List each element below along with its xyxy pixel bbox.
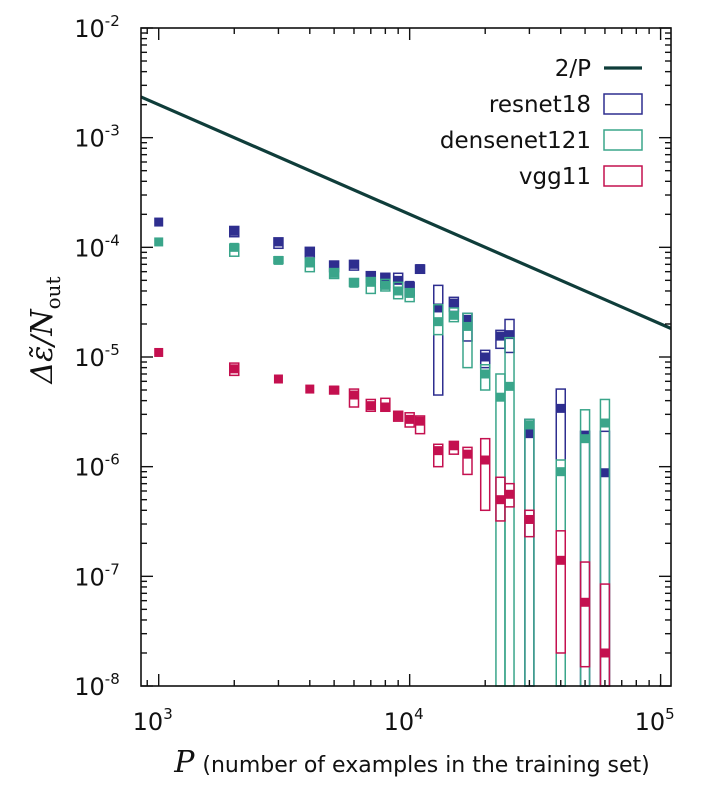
legend-swatch-densenet121 [603, 129, 643, 151]
resnet18-point [393, 275, 403, 285]
reference-line-2-over-p [140, 95, 672, 330]
resnet18-point [154, 217, 164, 227]
resnet18-point [380, 273, 390, 283]
vgg11-range-box [479, 437, 491, 512]
densenet121-point [462, 321, 472, 331]
densenet121-point [600, 418, 610, 428]
vgg11-range-box [555, 530, 566, 654]
chart-marks [140, 95, 672, 687]
y-tick-label: 10-4 [74, 231, 120, 262]
densenet121-point [580, 434, 590, 444]
vgg11-point [154, 347, 164, 357]
resnet18-point [405, 280, 415, 290]
resnet18-point [329, 261, 339, 271]
densenet121-point [349, 278, 359, 288]
vgg11-point [524, 514, 534, 524]
legend-swatch-vgg11 [603, 165, 643, 187]
resnet18-point [366, 271, 376, 281]
legend-label-2-p: 2/P [555, 56, 591, 82]
resnet18-point [349, 259, 359, 269]
densenet121-point [433, 317, 443, 327]
densenet121-point [380, 280, 390, 290]
resnet18-point [480, 352, 490, 362]
densenet121-point [505, 381, 515, 391]
legend-label-resnet18: resnet18 [489, 92, 591, 118]
resnet18-point [229, 226, 239, 236]
vgg11-point [273, 374, 283, 384]
densenet121-point [154, 237, 164, 247]
vgg11-point [393, 411, 403, 421]
vgg11-point [405, 414, 415, 424]
vgg11-point [462, 449, 472, 459]
vgg11-range-box [433, 443, 444, 468]
resnet18-point [556, 403, 566, 413]
vgg11-point [449, 441, 459, 451]
vgg11-point [415, 416, 425, 426]
densenet121-point [556, 467, 566, 477]
resnet18-range-box [433, 284, 444, 396]
vgg11-range-box [462, 446, 473, 476]
x-tick-label: 105 [635, 705, 675, 736]
resnet18-point [505, 330, 515, 340]
resnet18-point [524, 429, 534, 439]
densenet121-point [480, 369, 490, 379]
x-tick-label: 104 [384, 705, 424, 736]
legend-label-densenet121: densenet121 [440, 128, 591, 154]
vgg11-point [349, 390, 359, 400]
resnet18-point [462, 314, 472, 324]
densenet121-range-box [462, 312, 473, 369]
vgg11-point [229, 364, 239, 374]
vgg11-point [505, 489, 515, 499]
densenet121-point [495, 392, 505, 402]
resnet18-point [600, 468, 610, 478]
y-axis-label: Δε̃/Nout [25, 276, 65, 384]
resnet18-point [305, 247, 315, 257]
legend-swatch-resnet18 [603, 93, 643, 115]
x-axis-label: P (number of examples in the training set… [173, 745, 650, 780]
x-tick-label: 103 [133, 705, 173, 736]
y-tick-label: 10-3 [74, 122, 120, 153]
densenet121-point [229, 242, 239, 252]
vgg11-point [600, 648, 610, 658]
y-tick-label: 10-6 [74, 451, 120, 482]
y-tick-label: 10-5 [74, 341, 120, 372]
vgg11-point [580, 597, 590, 607]
axis-ticks: 10-8 10-7 10-6 10-5 10-4 10-3 10-2 103 104 105 [74, 12, 674, 736]
vgg11-point [495, 495, 505, 505]
densenet121-point [329, 268, 339, 278]
densenet121-point [305, 258, 315, 268]
resnet18-point [273, 237, 283, 247]
resnet18-point [433, 303, 443, 313]
y-tick-label: 10-7 [74, 560, 120, 591]
densenet121-point [524, 420, 534, 430]
densenet121-point [393, 286, 403, 296]
densenet121-point [405, 288, 415, 298]
vgg11-point [433, 446, 443, 456]
vgg11-point [480, 455, 490, 465]
resnet18-point [415, 264, 425, 274]
y-tick-label: 10-2 [74, 12, 120, 43]
resnet18-point [449, 298, 459, 308]
legend-label-vgg11: vgg11 [519, 164, 591, 190]
vgg11-point [329, 385, 339, 395]
densenet121-point [366, 277, 376, 287]
resnet18-point [495, 331, 505, 341]
vgg11-point [380, 402, 390, 412]
vgg11-range-box [579, 561, 591, 668]
densenet121-point [449, 310, 459, 320]
densenet121-point [273, 255, 283, 265]
vgg11-point [556, 555, 566, 565]
vgg11-point [305, 384, 315, 394]
legend: 2/P resnet18 densenet121 vgg11 [440, 56, 643, 190]
y-tick-label: 10-8 [74, 670, 120, 701]
vgg11-point [366, 401, 376, 411]
